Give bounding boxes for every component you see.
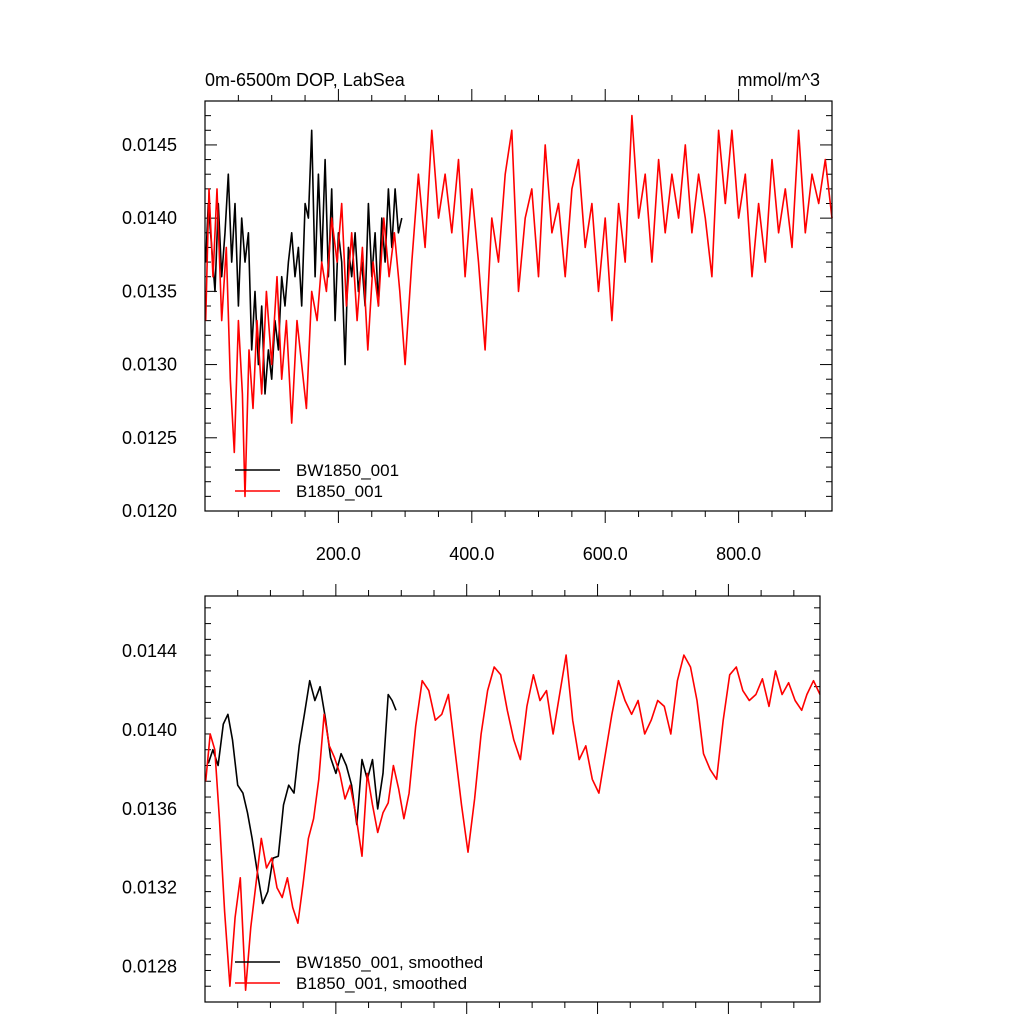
bottom-legend-label: BW1850_001, smoothed <box>296 953 483 972</box>
top-panel-title: 0m-6500m DOP, LabSea <box>205 70 406 90</box>
top-legend-label: BW1850_001 <box>296 461 399 480</box>
bottom-y-tick-label: 0.0136 <box>122 799 177 819</box>
top-y-tick-label: 0.0120 <box>122 501 177 521</box>
top-y-tick-label: 0.0135 <box>122 281 177 301</box>
top-x-tick-label: 800.0 <box>716 544 761 564</box>
bottom-y-tick-label: 0.0128 <box>122 957 177 977</box>
top-x-tick-label: 400.0 <box>449 544 494 564</box>
bottom-panel-series <box>204 654 821 991</box>
top-panel-legend: BW1850_001 B1850_001 <box>235 461 399 501</box>
bottom-panel-legend: BW1850_001, smoothed B1850_001, smoothed <box>235 953 483 993</box>
top-y-tick-label: 0.0140 <box>122 208 177 228</box>
top-panel-axes: 0.0120 0.0125 0.0130 0.0135 0.0140 0.0145 200.… <box>122 89 832 564</box>
bottom-series-line-bw1850 <box>207 679 397 905</box>
top-panel-series <box>204 114 833 498</box>
top-y-tick-label: 0.0145 <box>122 135 177 155</box>
top-x-tick-label: 600.0 <box>583 544 628 564</box>
bottom-y-tick-label: 0.0132 <box>122 878 177 898</box>
top-panel: 0m-6500m DOP, LabSea mmol/m^3 0.01200.01… <box>122 70 833 564</box>
bottom-panel: 0.0128 0.0132 0.0136 0.0140 0.0144 BW1850_00… <box>122 584 821 1014</box>
top-panel-units: mmol/m^3 <box>738 70 820 90</box>
top-series-line-b1850 <box>204 114 833 498</box>
bottom-series-line-b1850 <box>204 654 821 991</box>
top-panel-frame <box>204 100 833 512</box>
bottom-panel-frame <box>204 595 821 1003</box>
bottom-y-tick-label: 0.0140 <box>122 720 177 740</box>
top-y-tick-label: 0.0130 <box>122 355 177 375</box>
bottom-y-tick-label: 0.0144 <box>122 641 177 661</box>
bottom-panel-axes: 0.0128 0.0132 0.0136 0.0140 0.0144 <box>122 584 820 1014</box>
top-series-line-bw1850 <box>204 129 403 395</box>
top-x-tick-label: 200.0 <box>316 544 361 564</box>
top-legend-label: B1850_001 <box>296 482 383 501</box>
bottom-legend-label: B1850_001, smoothed <box>296 974 467 993</box>
top-y-tick-label: 0.0125 <box>122 428 177 448</box>
